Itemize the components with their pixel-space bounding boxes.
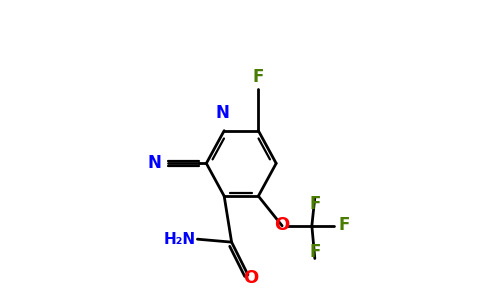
Text: N: N: [148, 154, 162, 172]
Text: O: O: [243, 269, 258, 287]
Text: N: N: [216, 104, 229, 122]
Text: F: F: [310, 195, 321, 213]
Text: F: F: [253, 68, 264, 86]
Text: O: O: [274, 216, 289, 234]
Text: H₂N: H₂N: [164, 232, 196, 247]
Text: F: F: [339, 216, 350, 234]
Text: F: F: [310, 244, 321, 262]
